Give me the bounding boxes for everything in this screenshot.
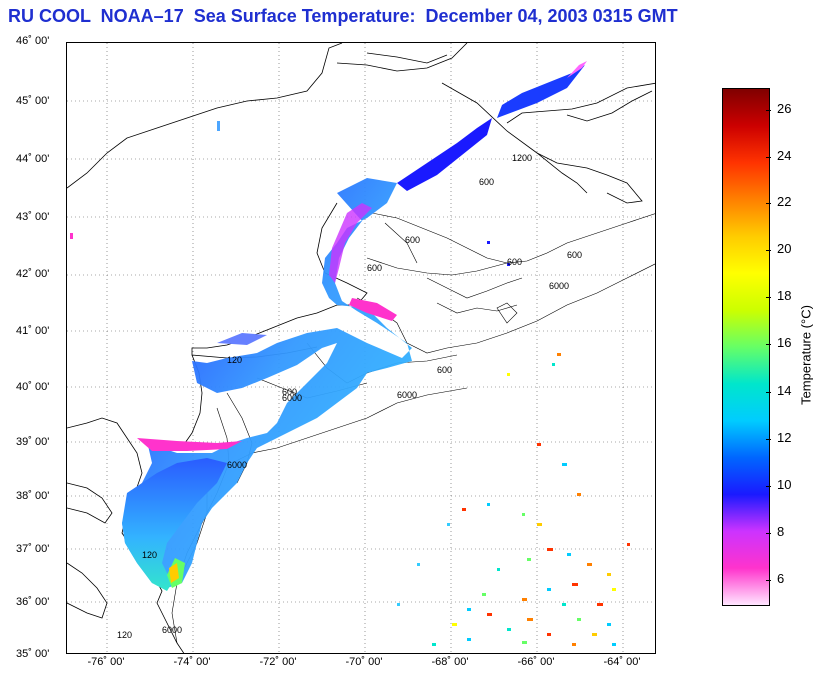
colorbar-tick: 6 (777, 571, 784, 586)
lat-label-46: 46˚ 00' (16, 35, 49, 47)
colorbar-tick-mark (766, 392, 771, 393)
contour-label: 600 (479, 177, 494, 187)
contour-label: 1200 (512, 153, 532, 163)
contour-label: 600 (282, 387, 297, 397)
colorbar-label: Temperature (°C) (799, 305, 814, 405)
lon-label-72: -72˚ 00' (248, 656, 308, 668)
lat-label-41: 41˚ 00' (16, 325, 49, 337)
bathymetry-contours (172, 213, 656, 643)
lon-label-64: -64˚ 00' (592, 656, 652, 668)
contour-label: 6000 (397, 390, 417, 400)
colorbar-tick-mark (766, 203, 771, 204)
lat-label-38: 38˚ 00' (16, 490, 49, 502)
lon-label-66: -66˚ 00' (506, 656, 566, 668)
lat-label-42: 42˚ 00' (16, 268, 49, 280)
lon-label-68: -68˚ 00' (420, 656, 480, 668)
colorbar-tick-mark (766, 250, 771, 251)
sst-map: 600 600 600 600 600 6000 6000 6000 600 6… (66, 42, 656, 654)
colorbar-tick: 8 (777, 524, 784, 539)
lat-label-44: 44˚ 00' (16, 153, 49, 165)
contour-label: 600 (507, 257, 522, 267)
lat-label-39: 39˚ 00' (16, 436, 49, 448)
lat-label-35: 35˚ 00' (16, 648, 49, 660)
contour-label: 600 (405, 235, 420, 245)
colorbar-tick-mark (766, 439, 771, 440)
lat-label-45: 45˚ 00' (16, 95, 49, 107)
map-title: RU COOL NOAA–17 Sea Surface Temperature:… (8, 6, 678, 27)
colorbar-tick: 24 (777, 148, 791, 163)
temperature-colorbar (722, 88, 770, 606)
lat-label-43: 43˚ 00' (16, 211, 49, 223)
lat-label-37: 37˚ 00' (16, 543, 49, 555)
colorbar-tick: 22 (777, 194, 791, 209)
colorbar-tick-mark (766, 297, 771, 298)
colorbar-tick: 16 (777, 335, 791, 350)
colorbar-tick: 14 (777, 383, 791, 398)
contour-label: 120 (117, 630, 132, 640)
colorbar-tick: 20 (777, 241, 791, 256)
colorbar-tick: 12 (777, 430, 791, 445)
lat-label-36: 36˚ 00' (16, 596, 49, 608)
map-canvas: 600 600 600 600 600 6000 6000 6000 600 6… (67, 43, 656, 654)
lat-label-40: 40˚ 00' (16, 381, 49, 393)
contour-label: 6000 (549, 281, 569, 291)
contour-label: 600 (567, 250, 582, 260)
contour-label: 120 (142, 550, 157, 560)
colorbar-tick-mark (766, 157, 771, 158)
lon-label-70: -70˚ 00' (334, 656, 394, 668)
lon-label-76: -76˚ 00' (76, 656, 136, 668)
colorbar-tick-mark (766, 486, 771, 487)
contour-label: 120 (227, 355, 242, 365)
contour-label: 600 (367, 263, 382, 273)
colorbar-tick: 18 (777, 288, 791, 303)
contour-label: 6000 (162, 625, 182, 635)
colorbar-tick-mark (766, 580, 771, 581)
colorbar-tick-mark (766, 344, 771, 345)
lon-label-74: -74˚ 00' (162, 656, 222, 668)
contour-label: 600 (437, 365, 452, 375)
colorbar-tick: 10 (777, 477, 791, 492)
colorbar-tick-mark (766, 110, 771, 111)
colorbar-tick-mark (766, 533, 771, 534)
sst-data (122, 61, 587, 591)
contour-label: 6000 (227, 460, 247, 470)
colorbar-tick: 26 (777, 101, 791, 116)
